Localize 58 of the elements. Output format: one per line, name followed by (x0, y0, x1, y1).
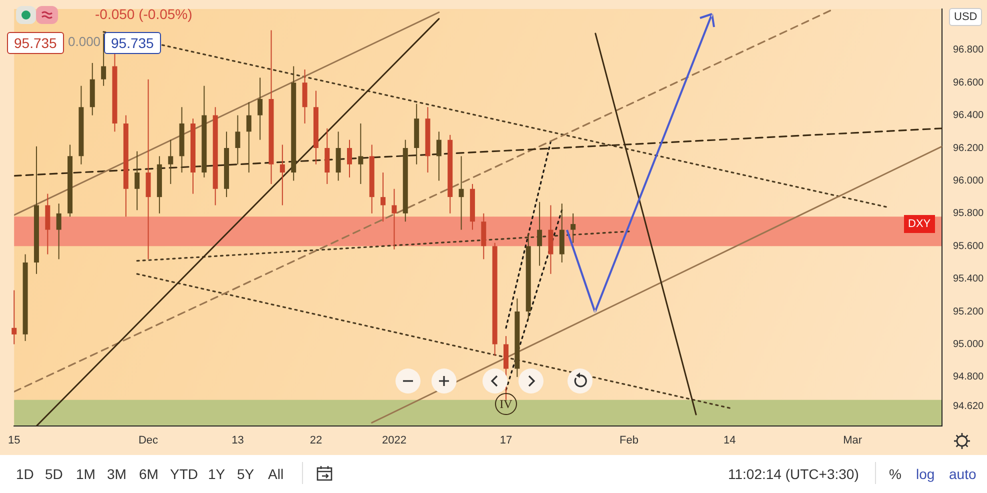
text: auto (949, 466, 976, 482)
x-tick-label: Mar (843, 434, 862, 447)
x-tick-label: Dec (138, 434, 159, 447)
x-tick-label: 15 (8, 434, 20, 447)
text: 1D (16, 466, 34, 482)
text: 5Y (237, 466, 254, 482)
x-tick-label: Feb (619, 434, 638, 447)
annotation: -0.050 (-0.05%) (95, 6, 192, 22)
candlestick (458, 156, 464, 230)
text: log (916, 466, 935, 482)
text: 1Y (208, 466, 226, 482)
y-tick-label: 96.000 (953, 175, 984, 186)
text: 3M (107, 466, 126, 482)
candlestick (101, 33, 106, 86)
candlestick (12, 290, 17, 345)
y-tick-label: 96.200 (953, 142, 984, 154)
annotation: 95.735 (7, 32, 64, 54)
y-tick-label: 96.600 (953, 77, 984, 88)
y-tick-label: 95.800 (953, 208, 984, 220)
candlestick (258, 77, 263, 140)
candlestick (392, 188, 397, 250)
candlestick (56, 203, 62, 260)
x-tick-label: 22 (310, 434, 322, 447)
text: YTD (170, 466, 198, 482)
y-tick-label: 96.800 (953, 44, 984, 56)
text: USD (949, 8, 982, 26)
annotation: DXY (904, 215, 935, 234)
candlestick (280, 144, 285, 206)
text: % (889, 466, 902, 482)
x-tick-label: 17 (500, 434, 512, 447)
text: 1M (76, 466, 96, 482)
annotation: 95.735 (104, 32, 161, 54)
text: 6M (139, 466, 158, 482)
y-tick-label: 94.620 (953, 401, 984, 412)
y-tick-label: 95.200 (953, 306, 984, 318)
candlestick (380, 172, 386, 222)
text: All (268, 466, 284, 482)
candlestick (436, 131, 442, 182)
annotation: 0.000 (68, 34, 101, 50)
candlestick (570, 212, 576, 244)
candlestick (235, 114, 240, 165)
x-tick-label: 2022 (382, 434, 406, 447)
candlestick (346, 139, 352, 178)
y-tick-label: 94.800 (953, 372, 984, 383)
candlestick (134, 150, 140, 211)
x-tick-label: 14 (723, 434, 736, 447)
y-tick-label: 95.600 (953, 240, 984, 252)
candlestick (168, 139, 174, 184)
x-tick-label: 13 (232, 434, 244, 447)
candlestick (358, 122, 364, 184)
text: 5D (45, 466, 63, 482)
annotation: IV (495, 393, 517, 416)
y-tick-label: 95.000 (953, 338, 984, 350)
text: 11:02:14 (UTC+3:30) (728, 466, 859, 482)
y-tick-label: 96.400 (953, 110, 984, 122)
candlestick (246, 102, 252, 174)
candlestick (537, 201, 542, 266)
y-tick-label: 95.400 (953, 274, 984, 285)
